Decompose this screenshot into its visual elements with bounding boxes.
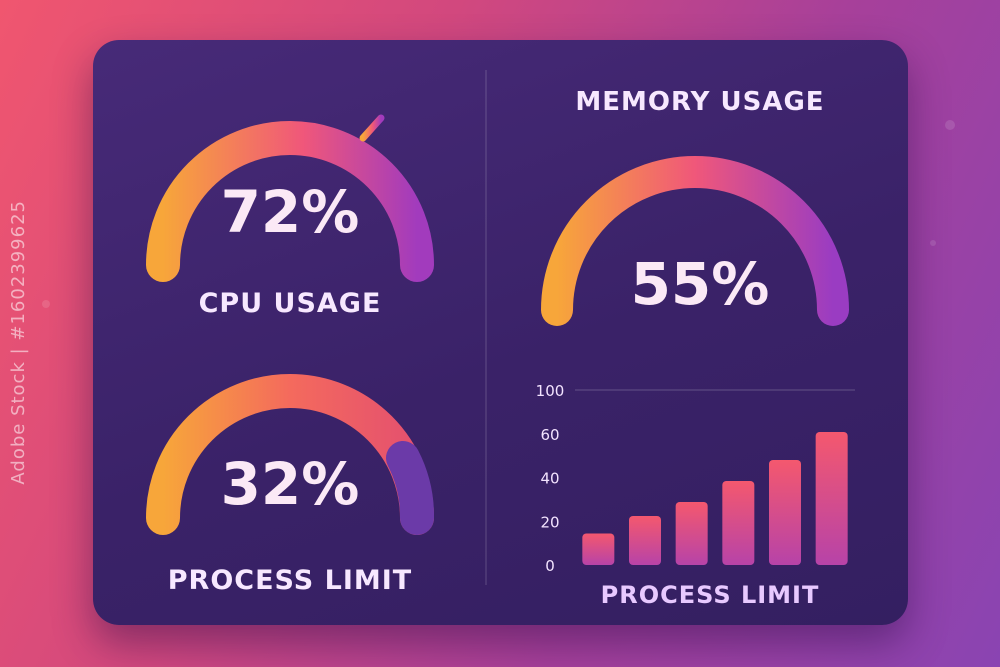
y-tick-label: 60 <box>540 426 559 444</box>
y-tick-label: 40 <box>540 470 559 488</box>
background-dot <box>42 300 50 308</box>
memory-gauge-arc <box>541 156 849 326</box>
process-label: PROCESS LIMIT <box>167 565 413 596</box>
process-gauge-segment <box>386 441 434 535</box>
bar <box>629 516 661 565</box>
bar <box>769 460 801 565</box>
cpu-gauge-needle <box>359 114 385 142</box>
background-dot <box>930 240 936 246</box>
y-tick-label: 100 <box>536 382 565 400</box>
bar <box>582 533 615 565</box>
process-value: 32% <box>220 450 360 518</box>
x-axis-label: PROCESS LIMIT <box>601 581 820 609</box>
memory-value: 55% <box>630 250 770 318</box>
bar <box>675 502 708 565</box>
cpu-gauge <box>146 114 434 282</box>
cpu-value: 72% <box>220 178 360 246</box>
bar-chart: 0 20 40 60 100 PROCESS LIMIT <box>536 382 855 609</box>
process-gauge <box>146 374 434 535</box>
background-dot <box>945 120 955 130</box>
y-tick-label: 20 <box>540 513 559 531</box>
memory-title: MEMORY USAGE <box>575 87 825 117</box>
bar <box>815 432 848 565</box>
y-tick-label: 0 <box>545 557 555 575</box>
watermark-text: Adobe Stock | #1602399625 <box>8 200 29 485</box>
cpu-gauge-arc <box>146 121 434 282</box>
panel-divider <box>485 70 487 585</box>
memory-gauge <box>541 156 849 326</box>
cpu-label: CPU USAGE <box>198 288 382 319</box>
bar <box>722 481 755 565</box>
